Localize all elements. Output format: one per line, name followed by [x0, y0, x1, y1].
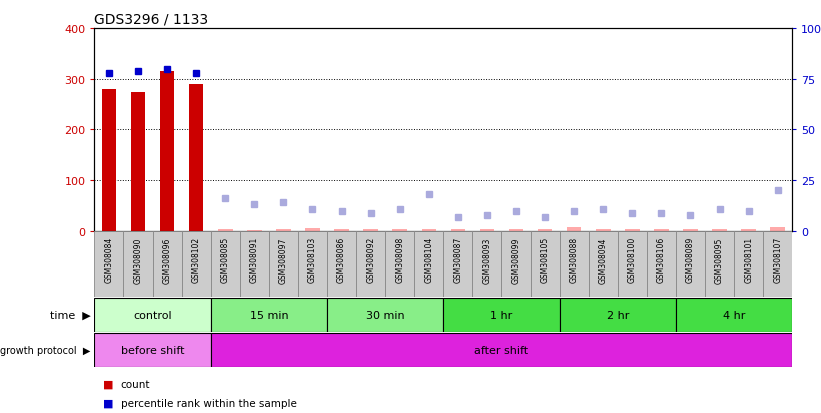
Bar — [131, 93, 145, 231]
Text: GSM308091: GSM308091 — [250, 237, 259, 283]
Text: 30 min: 30 min — [366, 310, 405, 320]
Text: GSM308097: GSM308097 — [279, 237, 288, 283]
Bar — [181, 231, 211, 297]
Bar — [530, 231, 560, 297]
Bar — [211, 298, 327, 332]
Text: GSM308102: GSM308102 — [191, 237, 200, 282]
Text: ■: ■ — [103, 398, 113, 408]
Bar — [327, 231, 356, 297]
Bar — [502, 231, 530, 297]
Text: GSM308088: GSM308088 — [570, 237, 579, 282]
Text: GSM308086: GSM308086 — [337, 237, 346, 283]
Bar — [153, 231, 181, 297]
Text: GDS3296 / 1133: GDS3296 / 1133 — [94, 13, 209, 27]
Text: GSM308096: GSM308096 — [163, 237, 172, 283]
Bar — [741, 230, 756, 231]
Text: GSM308103: GSM308103 — [308, 237, 317, 283]
Bar — [676, 231, 705, 297]
Bar — [770, 228, 785, 231]
Bar — [560, 231, 589, 297]
Bar — [298, 231, 327, 297]
Bar — [123, 231, 153, 297]
Bar — [94, 333, 211, 367]
Bar — [618, 231, 647, 297]
Bar — [713, 230, 727, 231]
Bar — [240, 231, 269, 297]
Text: GSM308084: GSM308084 — [104, 237, 113, 283]
Text: GSM308098: GSM308098 — [395, 237, 404, 283]
Bar — [276, 230, 291, 231]
Bar — [734, 231, 764, 297]
Text: GSM308100: GSM308100 — [628, 237, 637, 283]
Text: count: count — [121, 379, 150, 389]
Bar — [218, 229, 232, 231]
Bar — [596, 230, 611, 231]
Bar — [364, 230, 378, 231]
Bar — [247, 230, 262, 231]
Text: 4 hr: 4 hr — [723, 310, 745, 320]
Text: GSM308090: GSM308090 — [134, 237, 143, 283]
Bar — [625, 230, 640, 231]
Text: GSM308106: GSM308106 — [657, 237, 666, 283]
Bar — [160, 72, 174, 231]
Text: GSM308085: GSM308085 — [221, 237, 230, 283]
Text: GSM308105: GSM308105 — [540, 237, 549, 283]
Bar — [654, 230, 668, 231]
Text: 15 min: 15 min — [250, 310, 288, 320]
Text: 1 hr: 1 hr — [490, 310, 512, 320]
Bar — [392, 230, 407, 231]
Text: GSM308104: GSM308104 — [424, 237, 433, 283]
Bar — [94, 298, 211, 332]
Bar — [415, 231, 443, 297]
Bar — [589, 231, 618, 297]
Bar — [211, 333, 792, 367]
Bar — [356, 231, 385, 297]
Text: after shift: after shift — [475, 345, 529, 355]
Text: GSM308107: GSM308107 — [773, 237, 782, 283]
Bar — [451, 230, 466, 231]
Bar — [189, 85, 204, 231]
Bar — [647, 231, 676, 297]
Bar — [676, 298, 792, 332]
Text: percentile rank within the sample: percentile rank within the sample — [121, 398, 296, 408]
Bar — [443, 231, 472, 297]
Bar — [509, 230, 523, 231]
Text: GSM308094: GSM308094 — [599, 237, 608, 283]
Bar — [764, 231, 792, 297]
Text: 2 hr: 2 hr — [607, 310, 629, 320]
Text: GSM308087: GSM308087 — [453, 237, 462, 283]
Bar — [421, 229, 436, 231]
Bar — [443, 298, 560, 332]
Text: GSM308101: GSM308101 — [744, 237, 753, 282]
Bar — [334, 229, 349, 231]
Text: before shift: before shift — [121, 345, 185, 355]
Bar — [385, 231, 415, 297]
Bar — [479, 230, 494, 231]
Bar — [211, 231, 240, 297]
Bar — [305, 229, 319, 231]
Bar — [538, 230, 553, 231]
Text: GSM308095: GSM308095 — [715, 237, 724, 283]
Text: ■: ■ — [103, 379, 113, 389]
Bar — [102, 90, 117, 231]
Text: growth protocol  ▶: growth protocol ▶ — [0, 345, 90, 355]
Text: control: control — [133, 310, 172, 320]
Text: GSM308099: GSM308099 — [511, 237, 521, 283]
Bar — [94, 231, 123, 297]
Bar — [327, 298, 443, 332]
Bar — [567, 227, 581, 231]
Text: GSM308089: GSM308089 — [686, 237, 695, 283]
Text: time  ▶: time ▶ — [49, 310, 90, 320]
Bar — [705, 231, 734, 297]
Text: GSM308092: GSM308092 — [366, 237, 375, 283]
Bar — [560, 298, 676, 332]
Bar — [472, 231, 502, 297]
Bar — [269, 231, 298, 297]
Text: GSM308093: GSM308093 — [483, 237, 492, 283]
Bar — [683, 230, 698, 231]
